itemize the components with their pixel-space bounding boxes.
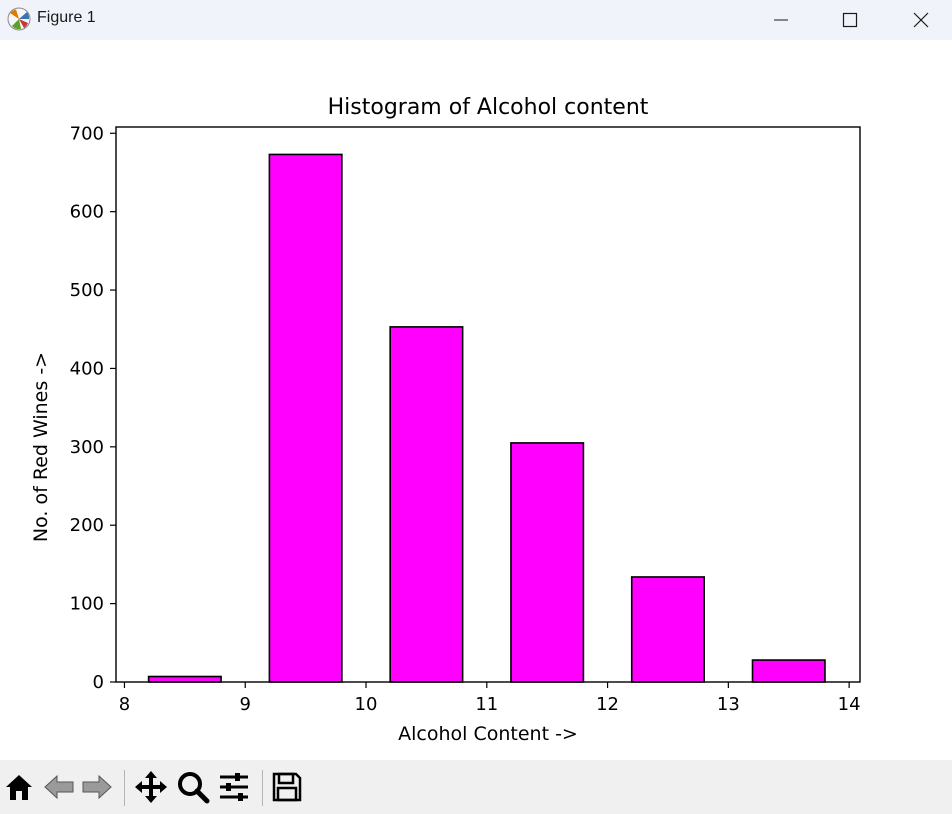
x-tick-label: 10 [355,694,378,715]
y-tick-label: 0 [93,672,104,693]
forward-button[interactable] [78,768,116,806]
matplotlib-logo-icon [7,7,31,31]
y-axis-label: No. of Red Wines -> [30,352,52,542]
close-button[interactable] [898,0,944,40]
pan-button[interactable] [132,768,170,806]
histogram-bar [630,576,705,683]
pan-icon [135,771,167,803]
close-icon [913,12,929,28]
navigation-toolbar [0,760,952,814]
zoom-icon [178,772,210,804]
window-title: Figure 1 [37,9,96,26]
minimize-icon [774,19,788,21]
y-tick-label: 200 [70,515,104,536]
x-tick-label: 11 [475,694,498,715]
x-ticks-group: 8 9 10 11 12 13 14 [119,682,861,715]
toolbar-separator [124,770,125,806]
configure-subplots-button[interactable] [215,768,253,806]
zoom-button[interactable] [174,768,212,806]
save-icon [272,772,302,802]
histogram-bar [389,326,464,683]
maximize-icon [842,12,858,28]
y-tick-label: 500 [70,280,104,301]
bars-group [147,153,826,683]
histogram-bar [147,675,222,683]
save-button[interactable] [268,768,306,806]
x-tick-label: 12 [596,694,619,715]
y-tick-label: 600 [70,202,104,223]
x-tick-label: 8 [119,694,130,715]
y-tick-label: 100 [70,594,104,615]
window-titlebar: Figure 1 [0,0,952,40]
x-axis-label: Alcohol Content -> [398,723,578,745]
x-tick-label: 14 [838,694,861,715]
toolbar-separator [262,770,263,806]
configure-subplots-icon [220,773,248,801]
home-button[interactable] [0,768,38,806]
back-button[interactable] [40,768,78,806]
histogram-bar [268,153,343,683]
y-tick-label: 700 [70,123,104,144]
axes-frame [115,126,861,683]
maximize-button[interactable] [827,0,873,40]
x-tick-label: 13 [717,694,740,715]
histogram-chart: Histogram of Alcohol content Alcohol Con… [30,95,861,745]
chart-title: Histogram of Alcohol content [328,95,649,120]
figure-canvas[interactable]: Histogram of Alcohol content Alcohol Con… [0,40,952,760]
y-tick-label: 300 [70,437,104,458]
histogram-bar [510,442,585,683]
forward-icon [82,774,112,800]
y-tick-label: 400 [70,358,104,379]
back-icon [44,774,74,800]
x-tick-label: 9 [240,694,251,715]
home-icon [6,775,32,800]
histogram-bar [751,659,826,683]
y-ticks-group: 0 100 200 300 400 500 600 700 [70,123,116,693]
minimize-button[interactable] [758,0,804,40]
